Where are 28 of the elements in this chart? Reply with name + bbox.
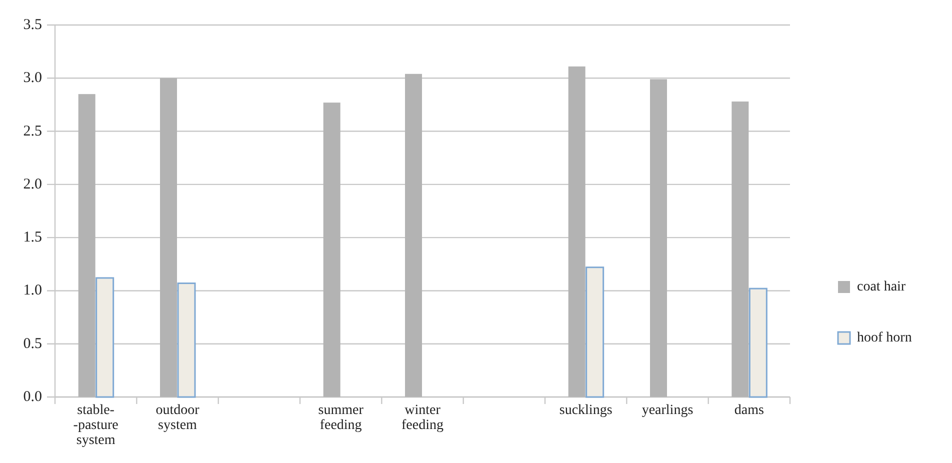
bar — [568, 66, 586, 397]
x-tick-label: winter feeding — [402, 403, 444, 433]
x-tick-label: stable- -pasture system — [73, 403, 118, 448]
x-tick-label: dams — [734, 403, 764, 418]
y-tick-label: 0.0 — [23, 389, 42, 405]
legend-label: coat hair — [857, 280, 906, 294]
legend-label: hoof horn — [857, 330, 912, 346]
y-tick-label: 0.5 — [23, 336, 42, 352]
bar — [405, 74, 422, 397]
bar — [732, 102, 749, 397]
bar — [586, 266, 604, 398]
y-tick-label: 2.5 — [23, 123, 42, 140]
y-tick-label: 3.5 — [23, 17, 42, 33]
bar — [650, 79, 667, 397]
bar — [160, 78, 177, 397]
x-tick-label: yearlings — [642, 403, 694, 418]
y-tick-label: 1.5 — [23, 230, 42, 246]
bar — [748, 288, 768, 398]
bar — [323, 102, 340, 397]
y-tick-label: 1.0 — [23, 282, 42, 299]
x-tick-label: summer feeding — [318, 403, 364, 433]
bar — [78, 94, 96, 397]
x-tick-label: sucklings — [559, 403, 612, 418]
x-tick-label: outdoor system — [156, 403, 200, 433]
bar — [96, 277, 114, 398]
y-tick-label: 3.0 — [23, 70, 42, 86]
bar — [177, 282, 196, 398]
y-tick-label: 2.0 — [23, 176, 42, 192]
